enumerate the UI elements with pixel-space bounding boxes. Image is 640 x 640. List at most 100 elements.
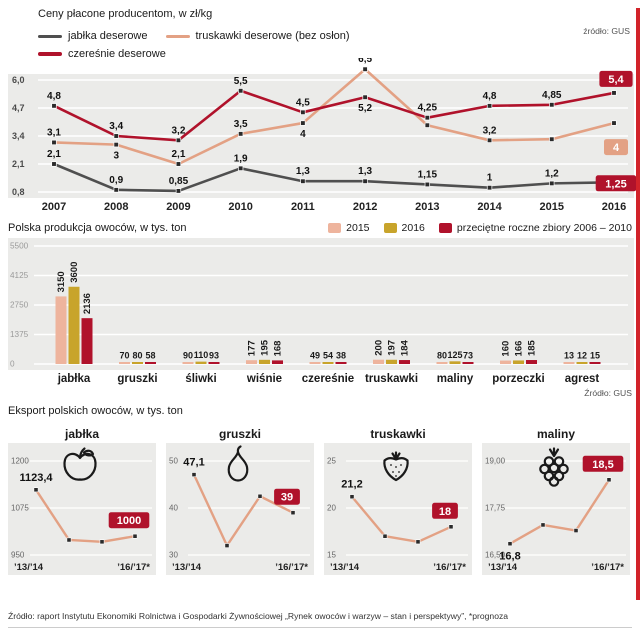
x-tick-label: 2010 bbox=[228, 201, 252, 213]
bar-value-label: 70 bbox=[119, 351, 129, 361]
point-label-jablka: 1,15 bbox=[418, 169, 438, 180]
bar-maliny bbox=[462, 362, 474, 364]
current-value-badge-truskawki-label: 4 bbox=[613, 142, 620, 154]
point-label-czeresnie: 4,8 bbox=[483, 91, 497, 102]
y-tick-label: 17,75 bbox=[485, 504, 506, 513]
drupelet bbox=[548, 476, 560, 487]
legend-item-2: 2016 bbox=[383, 222, 425, 234]
point-label-jablka: 0,9 bbox=[109, 175, 123, 186]
x-tick-label-right: ’16/’17* bbox=[433, 562, 466, 573]
bar-truskawki bbox=[386, 359, 397, 364]
bar-value-label: 90 bbox=[183, 351, 193, 361]
category-label: wiśnie bbox=[246, 373, 282, 385]
legend-swatch-czeresnie bbox=[38, 52, 62, 56]
series-line-czeresnie bbox=[52, 89, 616, 142]
point-label-czeresnie: 4,25 bbox=[418, 103, 438, 114]
page-edge-stripe bbox=[636, 8, 640, 600]
y-tick-label: 1375 bbox=[10, 330, 29, 339]
data-point bbox=[99, 539, 105, 545]
bar-value-label: 185 bbox=[527, 339, 538, 356]
export-chart-svg: 50 40 30 47,1 39 ’13/’14 ’16/’17* bbox=[166, 443, 314, 575]
data-point-jablka bbox=[486, 185, 493, 191]
point-label-jablka: 1,9 bbox=[234, 153, 248, 164]
data-point-jablka bbox=[362, 178, 368, 184]
bar-value-label: 195 bbox=[260, 339, 271, 356]
data-point-czeresnie bbox=[113, 133, 119, 139]
legend-item-truskawki: truskawki deserowe (bez osłon) bbox=[165, 29, 350, 44]
data-point bbox=[448, 524, 454, 530]
legend-swatch bbox=[328, 223, 342, 233]
y-tick-label: 40 bbox=[169, 504, 178, 513]
current-value-badge-jablka bbox=[595, 175, 637, 192]
data-point-truskawki bbox=[300, 120, 306, 126]
bar-śliwki bbox=[208, 362, 220, 364]
legend-label: czereśnie deserowe bbox=[68, 47, 166, 60]
bar-truskawki bbox=[373, 359, 384, 364]
data-point-jablka bbox=[175, 188, 182, 194]
bar-agrest bbox=[589, 362, 601, 364]
data-point bbox=[33, 487, 39, 493]
bar-value-label: 166 bbox=[514, 341, 525, 357]
raspberry-icon bbox=[539, 447, 569, 487]
bar-śliwki bbox=[182, 362, 194, 364]
data-point bbox=[540, 522, 546, 528]
point-label-czeresnie: 5,5 bbox=[234, 76, 248, 87]
bar-gruszki bbox=[145, 362, 156, 364]
bar-value-label: 80 bbox=[132, 351, 142, 361]
bar-maliny bbox=[436, 362, 448, 364]
point-label-truskawki: 3,1 bbox=[47, 127, 61, 138]
point-label-truskawki: 6,5 bbox=[358, 58, 372, 65]
legend-swatch bbox=[438, 223, 452, 233]
point-label-czeresnie: 3,2 bbox=[171, 125, 185, 136]
y-tick-label: 2,1 bbox=[12, 159, 25, 169]
category-label: porzeczki bbox=[492, 373, 544, 385]
mini-plot-area bbox=[166, 443, 314, 575]
pear-icon bbox=[227, 445, 249, 482]
bar-gruszki bbox=[132, 362, 143, 364]
data-point bbox=[415, 539, 421, 545]
y-tick-label: 0 bbox=[10, 360, 15, 369]
bar-value-label: 168 bbox=[273, 341, 284, 357]
seed bbox=[392, 471, 394, 473]
seed bbox=[390, 464, 392, 466]
bar-wiśnie bbox=[246, 360, 257, 364]
bar-czereśnie bbox=[335, 362, 347, 364]
category-label: truskawki bbox=[365, 373, 418, 385]
point-label-jablka: 1 bbox=[487, 173, 493, 184]
end-value-badge bbox=[432, 502, 458, 519]
end-value-badge-label: 18,5 bbox=[592, 459, 613, 471]
bar-value-label: 93 bbox=[209, 351, 219, 361]
x-tick-label-left: ’13/’14 bbox=[330, 562, 360, 573]
data-point-czeresnie bbox=[175, 137, 182, 143]
bar-value-label: 38 bbox=[336, 351, 346, 361]
y-tick-label: 20 bbox=[327, 504, 336, 513]
point-label-czeresnie: 4,85 bbox=[542, 90, 562, 101]
data-point-czeresnie bbox=[549, 102, 555, 108]
category-label: jabłka bbox=[57, 373, 91, 385]
drupelet bbox=[553, 456, 565, 467]
y-tick-label: 5500 bbox=[10, 242, 29, 251]
bar-maliny bbox=[449, 361, 461, 364]
seed bbox=[395, 466, 397, 468]
end-value-badge bbox=[108, 512, 150, 529]
export-section-title: Eksport polskich owoców, w tys. ton bbox=[8, 405, 183, 417]
bar-value-label: 160 bbox=[501, 341, 512, 357]
bar-value-label: 58 bbox=[145, 351, 155, 361]
data-point-truskawki bbox=[362, 66, 368, 72]
data-point-jablka bbox=[113, 187, 119, 193]
export-chart-gruszki: gruszki 50 40 30 47,1 39 ’13/’14 ’16/’17* bbox=[166, 427, 314, 577]
end-value-badge-label: 1000 bbox=[117, 515, 141, 527]
seed bbox=[398, 471, 400, 473]
bar-value-label: 3600 bbox=[69, 262, 80, 283]
price-chart-header: jabłka deserowe truskawki deserowe (bez o… bbox=[8, 24, 640, 60]
start-value-label: 47,1 bbox=[183, 457, 204, 469]
data-point-truskawki bbox=[51, 139, 57, 146]
data-point-czeresnie bbox=[51, 103, 57, 109]
x-tick-label: 2007 bbox=[42, 201, 66, 213]
data-point bbox=[290, 510, 296, 516]
export-line bbox=[350, 495, 453, 544]
category-label: agrest bbox=[565, 373, 600, 385]
export-chart-truskawki: truskawki 25 20 15 21,2 18 ’13/’14 ’16/’17* bbox=[324, 427, 472, 577]
seed bbox=[395, 475, 397, 477]
